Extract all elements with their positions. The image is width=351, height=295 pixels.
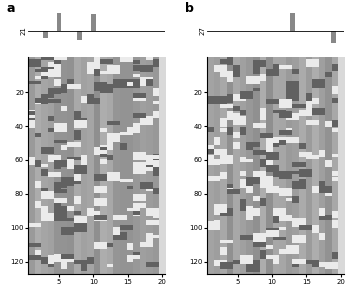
Text: a: a bbox=[6, 2, 15, 15]
Bar bbox=[331, 31, 336, 43]
Bar bbox=[290, 13, 295, 31]
Bar bbox=[77, 31, 82, 40]
Bar bbox=[43, 31, 48, 38]
Bar bbox=[57, 13, 61, 31]
Text: b: b bbox=[185, 2, 193, 15]
Bar bbox=[91, 14, 96, 31]
